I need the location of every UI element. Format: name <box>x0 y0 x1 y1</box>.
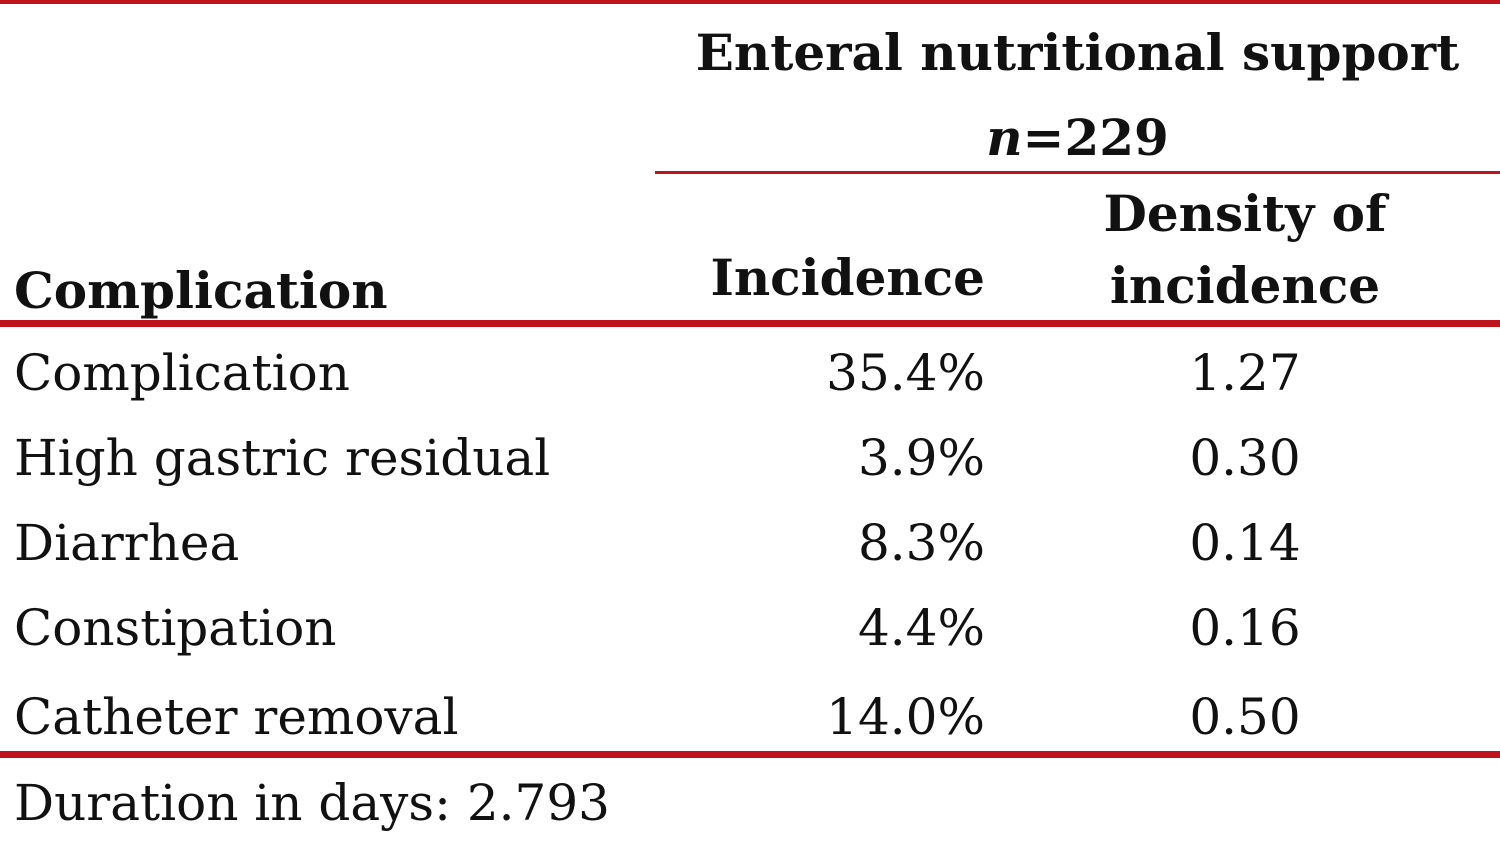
group-header-rule <box>655 171 1500 174</box>
density-header-line1: Density of <box>1103 184 1387 243</box>
n-value: =229 <box>1022 108 1169 167</box>
column-header-incidence: Incidence <box>710 248 985 307</box>
row-incidence: 35.4% <box>826 344 985 402</box>
row-label: High gastric residual <box>14 429 551 487</box>
header-rule <box>0 320 1500 327</box>
column-header-complication: Complication <box>14 261 388 320</box>
row-incidence: 8.3% <box>857 514 985 572</box>
row-density: 0.14 <box>1189 514 1301 572</box>
density-header-line2: incidence <box>1109 256 1381 315</box>
row-label: Complication <box>14 344 350 402</box>
row-density: 0.30 <box>1189 429 1301 487</box>
footnote: Duration in days: 2.793 <box>14 774 610 832</box>
row-incidence: 3.9% <box>857 429 985 487</box>
group-header-title: Enteral nutritional support <box>695 23 1460 82</box>
row-density: 1.27 <box>1189 344 1301 402</box>
row-label: Diarrhea <box>14 514 240 572</box>
group-header-n: n=229 <box>655 113 1500 163</box>
row-label: Constipation <box>14 599 337 657</box>
bottom-rule <box>0 751 1500 758</box>
row-label: Catheter removal <box>14 688 459 746</box>
row-density: 0.16 <box>1189 599 1301 657</box>
n-symbol: n <box>986 108 1023 167</box>
row-incidence: 14.0% <box>826 688 985 746</box>
column-header-density: Density of incidence <box>1095 178 1395 322</box>
top-rule <box>0 0 1500 4</box>
row-incidence: 4.4% <box>857 599 985 657</box>
row-density: 0.50 <box>1189 688 1301 746</box>
